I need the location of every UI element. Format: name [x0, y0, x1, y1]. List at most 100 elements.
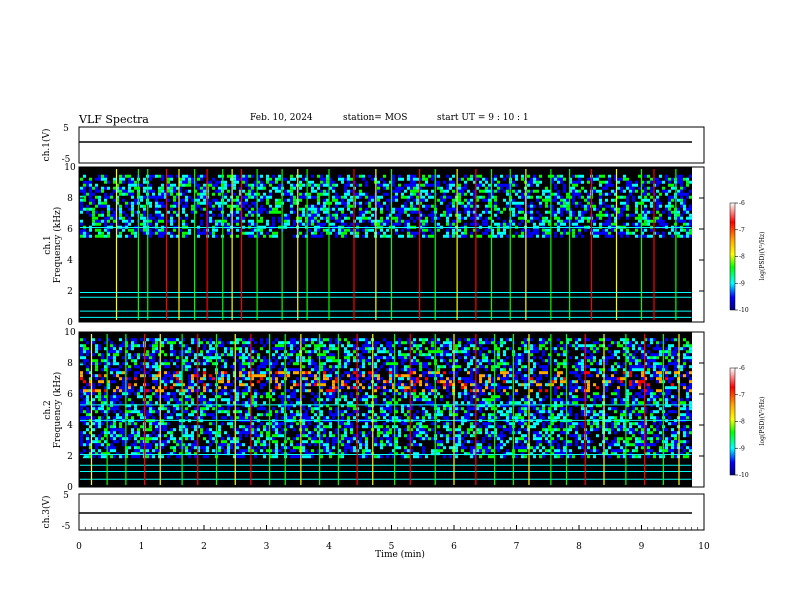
ch1-spectrogram-cell — [563, 231, 566, 235]
ch1-spectrogram-cell — [218, 222, 221, 226]
ch1-spectrogram-cell — [332, 213, 335, 217]
ch2-spectrogram-cell — [110, 362, 113, 366]
ch2-spectrogram-cell — [272, 398, 275, 402]
ch1-spectrogram-cell — [611, 228, 614, 232]
ch2-spectrogram-cell — [347, 446, 350, 450]
ch1-spectrogram-cell — [128, 228, 131, 232]
ch2-spectrogram-cell — [413, 368, 416, 372]
ch1-spectrogram-cell — [530, 231, 533, 235]
ch2-spectrogram-cell — [311, 437, 314, 441]
ch2-spectrogram-cell — [404, 356, 407, 360]
ch2-spectrogram-cell — [329, 344, 332, 348]
ch1-spectrogram-cell — [602, 201, 605, 205]
ch2-spectrogram-cell — [155, 410, 158, 414]
ch2-spectrogram-cell — [170, 398, 173, 402]
ch1-spectrogram-cell — [149, 222, 152, 226]
ch1-spectrogram-cell — [662, 222, 665, 226]
ch1-spectrogram-cell — [548, 228, 551, 232]
ch1-spectrogram-cell — [644, 213, 647, 217]
ch2-spectrogram-cell — [392, 449, 395, 453]
ch2-spectrogram-cell — [212, 362, 215, 366]
ch1-spectrogram-cell — [488, 204, 491, 208]
ch2-spectrogram-cell — [353, 359, 356, 363]
ch1-spectrogram-cell — [245, 195, 248, 199]
ch2-spectrogram-cell — [347, 437, 350, 441]
ch2-spectrogram-cell — [332, 368, 335, 372]
ch2-spectrogram-cell — [296, 347, 299, 351]
ch1-spectrogram-cell — [314, 234, 317, 238]
ch1-spectrogram-cell — [659, 174, 662, 178]
ch2-spectrogram-cell — [236, 431, 239, 435]
ch2-spectrogram-cell — [98, 437, 101, 441]
ch2-spectrogram-cell — [347, 341, 350, 345]
ch2-spectrogram-cell — [419, 392, 422, 396]
ch2-spectrogram-cell — [248, 425, 251, 429]
ch1-spectrogram-cell — [233, 174, 236, 178]
ch1-spectrogram-cell — [521, 177, 524, 181]
ch1-spectrogram-cell — [632, 213, 635, 217]
ch1-spectrogram-cell — [251, 189, 254, 193]
ch2-spectrogram-cell — [278, 368, 281, 372]
ch2-spectrogram-cell — [176, 374, 179, 378]
ch1-spectrogram-cell — [494, 213, 497, 217]
ch2-spectrogram-cell — [137, 455, 140, 459]
ch1-spectrogram-cell — [212, 198, 215, 202]
ch2-spectrogram-cell — [92, 404, 95, 408]
ch2-spectrogram-cell — [416, 395, 419, 399]
ch1-spectrogram-cell — [305, 234, 308, 238]
ch1-spectrogram-cell — [395, 219, 398, 223]
ch2-spectrogram-cell — [161, 425, 164, 429]
ch2-spectrogram-cell — [407, 347, 410, 351]
ch2-spectrogram-cell — [251, 404, 254, 408]
ch2-spectrogram-cell — [320, 341, 323, 345]
ch1-spectrogram-cell — [83, 183, 86, 187]
ch1-spectrogram-cell — [338, 216, 341, 220]
ch2-spectrogram-cell — [104, 413, 107, 417]
ch1-spectrogram-cell — [344, 213, 347, 217]
ch1-spectrogram-cell — [161, 201, 164, 205]
ch1-spectrogram-cell — [254, 192, 257, 196]
ch1-spectrogram-cell — [587, 198, 590, 202]
ch1-spectrogram-cell — [422, 219, 425, 223]
ch1-spectrogram-cell — [158, 204, 161, 208]
ch2-spectrogram-cell — [167, 431, 170, 435]
ch1-spectrogram-cell — [455, 219, 458, 223]
ch1-spectrogram-cell — [179, 189, 182, 193]
ch1-spectrogram-cell — [86, 210, 89, 214]
ch1-spectrogram-cell — [431, 219, 434, 223]
ch2-spectrogram-cell — [398, 392, 401, 396]
ch1-spectrogram-cell — [230, 231, 233, 235]
ch1-spectrogram-cell — [425, 216, 428, 220]
ch1-spectrogram-cell — [395, 195, 398, 199]
ch1-spectrogram-cell — [548, 222, 551, 226]
ch2-spectrogram-cell — [302, 371, 305, 375]
ch2-spectrogram-cell — [146, 338, 149, 342]
ch1-spectrogram-cell — [680, 201, 683, 205]
ch1-spectrogram-cell — [686, 192, 689, 196]
ch2-spectrogram-cell — [311, 350, 314, 354]
ch1-spectrogram-cell — [257, 186, 260, 190]
ch2-spectrogram-cell — [251, 374, 254, 378]
ch2-spectrogram-cell — [398, 380, 401, 384]
ch2-spectrogram-cell — [164, 374, 167, 378]
ch2-spectrogram-cell — [416, 380, 419, 384]
ch1-spectrogram-cell — [290, 192, 293, 196]
ch1-spectrogram-cell — [428, 228, 431, 232]
ch1-spectrogram-cell — [302, 234, 305, 238]
ch1-spectrogram-cell — [581, 186, 584, 190]
ch1-spectrogram-cell — [155, 210, 158, 214]
ch1-spectrogram-cell — [569, 210, 572, 214]
ch2-spectrogram-cell — [308, 431, 311, 435]
ch2-spectrogram-cell — [317, 416, 320, 420]
ch1-spectrogram-cell — [230, 207, 233, 211]
ch1-spectrogram-cell — [530, 177, 533, 181]
ch1-spectrogram-cell — [545, 210, 548, 214]
ch2-spectrogram-cell — [230, 440, 233, 444]
ch1-spectrogram-cell — [386, 192, 389, 196]
ch1-spectrogram-cell — [140, 195, 143, 199]
ch2-spectrogram-cell — [275, 455, 278, 459]
ch2-spectrogram-cell — [407, 416, 410, 420]
ch2-spectrogram-cell — [242, 359, 245, 363]
ch2-spectrogram-cell — [89, 377, 92, 381]
ch1-spectrogram-cell — [473, 219, 476, 223]
